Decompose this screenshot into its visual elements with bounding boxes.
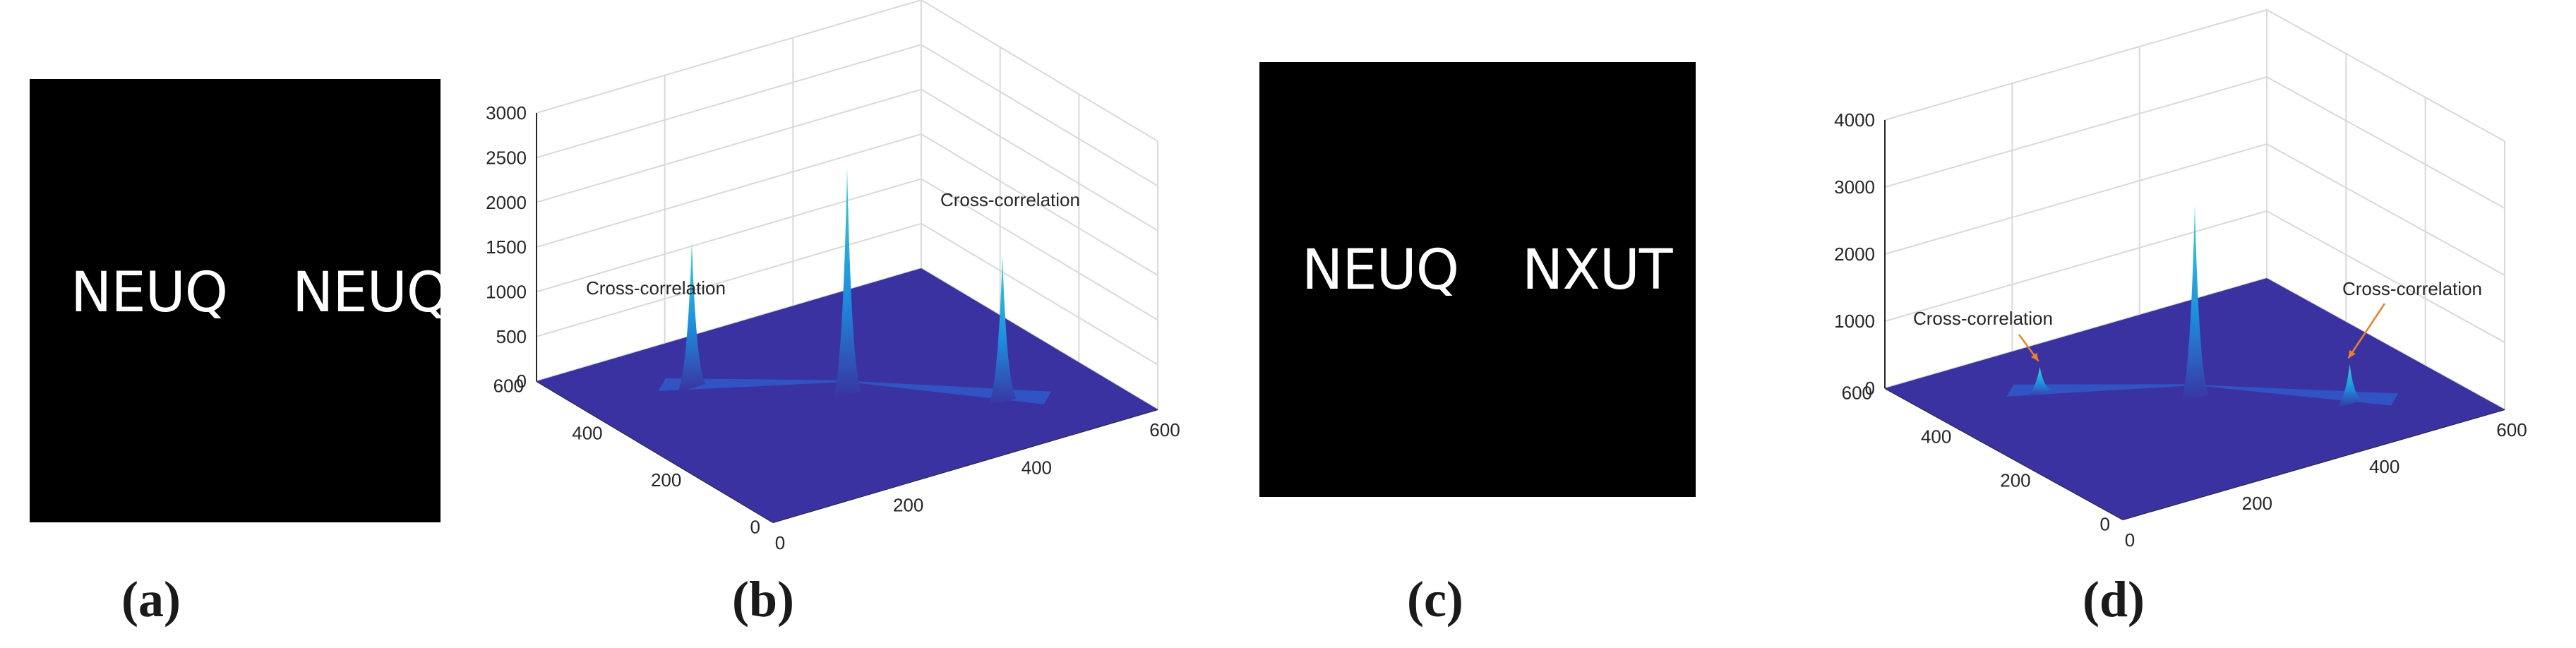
x-tick-label: 200 <box>893 495 923 516</box>
grid-line <box>921 133 1158 276</box>
surface-plot-b: 0500100015002000250030000200400600020040… <box>486 0 1180 553</box>
peak-3 <box>2335 364 2364 409</box>
annotation-label: Cross-correlation <box>586 277 726 299</box>
x-tick-label: 400 <box>1022 457 1052 478</box>
grid-line <box>536 0 922 114</box>
annotation-arrow <box>2347 303 2386 359</box>
grid-line <box>2266 210 2505 343</box>
z-tick-label: 4000 <box>1834 109 1875 131</box>
surface-plot-d: 0100020003000400002004006000200400600Cro… <box>1834 9 2527 551</box>
x-tick-label: 0 <box>2125 529 2135 551</box>
z-tick-label: 500 <box>496 326 527 347</box>
annotation-arrowhead <box>2030 352 2039 361</box>
annotation-label: Cross-correlation <box>2342 278 2482 299</box>
grid-line <box>1884 9 2268 121</box>
annotation-arrowhead <box>2348 349 2356 359</box>
y-tick-label: 200 <box>651 469 681 491</box>
z-tick-label: 0 <box>517 371 527 392</box>
image-word-a-right: NEUQ <box>292 261 450 325</box>
grid-line <box>2266 143 2505 276</box>
annotation-label: Cross-correlation <box>940 189 1080 210</box>
y-tick-label: 600 <box>493 376 524 397</box>
z-tick-label: 3000 <box>1834 176 1875 198</box>
annotation-label: Cross-correlation <box>1913 308 2053 329</box>
caption-a: (a) <box>121 571 181 628</box>
z-tick-label: 0 <box>1865 378 1875 399</box>
y-tick-label: 200 <box>2000 470 2030 491</box>
z-tick-label: 1000 <box>486 281 527 302</box>
image-word-c-left: NEUQ <box>1302 239 1459 302</box>
x-tick-label: 400 <box>2369 456 2400 477</box>
y-tick-label: 400 <box>572 422 602 443</box>
grid-line <box>536 222 922 337</box>
surface-ridge <box>658 378 1052 404</box>
grid-line <box>921 0 1158 142</box>
y-tick-label: 0 <box>750 517 760 538</box>
grid-line <box>536 133 922 248</box>
grid-line <box>921 44 1158 187</box>
input-image-c: NEUQ NXUT <box>1259 62 1696 497</box>
image-word-c-right: NXUT <box>1522 239 1673 302</box>
z-tick-label: 2500 <box>486 147 527 168</box>
grid-line <box>921 88 1158 232</box>
image-word-a-left: NEUQ <box>71 261 228 325</box>
grid-line <box>1884 143 2268 255</box>
y-tick-label: 0 <box>2100 514 2110 535</box>
z-tick-label: 3000 <box>486 102 527 124</box>
caption-b: (b) <box>732 571 794 628</box>
grid-line <box>2266 76 2505 209</box>
grid-line <box>2266 9 2505 142</box>
y-tick-label: 600 <box>1842 383 1872 404</box>
grid-line <box>536 178 922 293</box>
caption-c: (c) <box>1407 571 1463 628</box>
grid-line <box>536 88 922 203</box>
peak-1 <box>2025 366 2054 398</box>
input-image-a: NEUQ NEUQ <box>30 79 450 522</box>
y-tick-label: 400 <box>1921 426 1951 448</box>
surface-ridge <box>2006 384 2399 406</box>
grid-line <box>921 178 1158 321</box>
z-tick-label: 2000 <box>486 192 527 213</box>
grid-line <box>921 222 1158 366</box>
peak-2 <box>833 167 861 400</box>
peak-3 <box>988 255 1017 407</box>
x-tick-label: 200 <box>2242 493 2272 514</box>
grid-line <box>536 44 922 159</box>
x-tick-label: 0 <box>775 532 785 553</box>
z-tick-label: 1000 <box>1834 311 1875 332</box>
x-tick-label: 600 <box>2496 419 2527 440</box>
grid-line <box>1884 210 2268 322</box>
peak-2 <box>2181 204 2209 403</box>
caption-d: (d) <box>2083 571 2145 628</box>
peak-1 <box>678 241 706 392</box>
x-tick-label: 600 <box>1149 419 1180 440</box>
z-tick-label: 1500 <box>486 236 527 258</box>
z-tick-label: 2000 <box>1834 244 1875 265</box>
grid-line <box>1884 76 2268 188</box>
